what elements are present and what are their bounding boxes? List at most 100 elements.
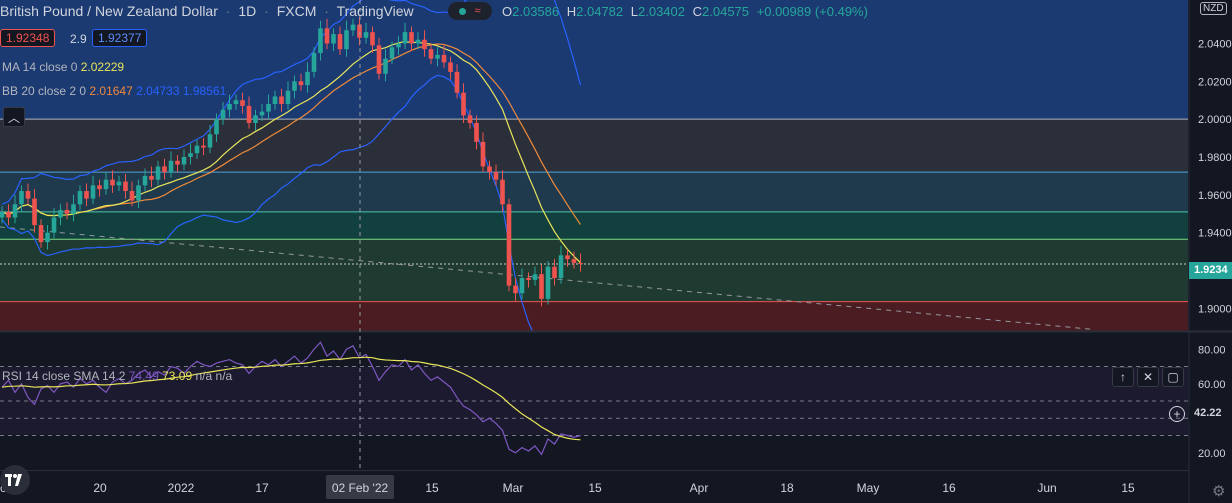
candle-body	[526, 278, 531, 280]
price-tick-label: 2.0000	[1198, 114, 1232, 126]
bb-basis-line	[1, 43, 581, 225]
candle-body	[324, 28, 330, 44]
symbol-header[interactable]: British Pound / New Zealand Dollar · 1D …	[0, 3, 414, 19]
time-tick-label: Apr	[690, 481, 709, 495]
high-value: 2.04782	[576, 4, 624, 19]
ma-legend[interactable]: MA 14 close 0 2.02229	[2, 60, 124, 74]
candle-body	[162, 166, 167, 173]
price-tick-label: 1.9800	[1198, 152, 1232, 164]
candle-body	[188, 153, 193, 157]
ohlc-values: O2.03586 H2.04782 L2.03402 C2.04575 +0.0…	[502, 4, 872, 19]
maximize-icon: ▢	[1167, 370, 1179, 384]
add-alert-icon[interactable]: +	[1169, 406, 1185, 422]
price-tick-label: 2.0200	[1198, 76, 1232, 88]
high-label: H	[566, 4, 577, 19]
candle-body	[357, 24, 362, 38]
candle-body	[298, 81, 304, 86]
maximize-pane-button[interactable]: ▢	[1162, 367, 1184, 387]
bb-upper-line	[1, 0, 582, 205]
candle-body	[363, 32, 369, 38]
candle-body	[480, 141, 486, 167]
candle-body	[506, 204, 512, 286]
rsi-tick-label: 20.00	[1198, 448, 1226, 460]
candle-body	[64, 209, 70, 214]
candle-body	[428, 49, 434, 59]
candle-body	[38, 225, 44, 243]
candle-body	[370, 32, 375, 46]
candle-body	[565, 255, 570, 260]
candle-body	[311, 52, 317, 72]
time-tick-label: 15	[588, 481, 602, 495]
candle-body	[331, 34, 336, 44]
candle-body	[181, 156, 187, 165]
time-tick-label: Jun	[1037, 481, 1056, 495]
rsi-sma-line	[1, 356, 581, 441]
bb-legend[interactable]: BB 20 close 2 0 2.01647 2.04733 1.98561	[2, 84, 226, 98]
current-price-label: 1.9234	[1189, 262, 1232, 279]
candle-body	[467, 115, 473, 123]
candle-body	[246, 105, 252, 123]
rsi-legend-label: RSI 14 close SMA 14 2	[2, 369, 126, 383]
candle-body	[545, 266, 551, 299]
candle-body	[51, 217, 57, 233]
candle-body	[149, 175, 154, 180]
currency-selector[interactable]: NZD	[1200, 2, 1227, 15]
candle-body	[383, 58, 388, 74]
candle-body	[25, 191, 31, 199]
time-tick-label: 15	[1121, 481, 1135, 495]
bb-legend-label: BB 20 close 2 0	[2, 84, 87, 98]
zone-band	[0, 239, 1188, 302]
arrow-up-icon: ↑	[1120, 370, 1126, 384]
rsi-sma-value: 73.09	[162, 369, 193, 383]
settings-gear-icon[interactable]: ⚙	[1212, 483, 1226, 500]
candle-body	[136, 185, 141, 201]
time-tick-label: 20	[93, 481, 107, 495]
buy-button[interactable]: 1.92377	[92, 29, 148, 47]
rsi-legend[interactable]: RSI 14 close SMA 14 2 74.49 73.09 n/a n/…	[2, 369, 232, 383]
bb-basis-value: 2.01647	[89, 84, 133, 98]
candle-body	[344, 30, 349, 50]
candle-body	[240, 100, 245, 106]
candle-body	[194, 145, 200, 154]
candle-body	[487, 166, 492, 173]
candle-body	[175, 160, 180, 165]
candle-body	[454, 71, 460, 93]
open-label: O	[502, 4, 513, 19]
candle-body	[90, 185, 96, 199]
candle-body	[532, 274, 538, 280]
time-tick-label: 15	[425, 481, 439, 495]
candle-body	[389, 47, 395, 59]
collapse-legend-button[interactable]: ︿	[3, 107, 25, 127]
candle-body	[571, 259, 577, 263]
candle-body	[415, 39, 421, 44]
candle-body	[207, 134, 213, 148]
candle-body	[292, 81, 297, 91]
candle-body	[285, 90, 291, 105]
rsi-na1: n/a	[195, 369, 213, 383]
exchange-label: FXCM	[276, 3, 317, 19]
candle-body	[214, 119, 219, 135]
candle-body	[305, 71, 310, 86]
candle-body	[19, 191, 24, 205]
candle-body	[409, 32, 414, 44]
candle-body	[84, 191, 89, 199]
candle-body	[45, 232, 50, 243]
candle-body	[71, 204, 76, 214]
time-tick-label: 16	[942, 481, 956, 495]
zone-band	[0, 301, 1188, 331]
candle-body	[350, 24, 356, 31]
low-label: L	[630, 4, 638, 19]
candle-body	[441, 54, 447, 63]
close-pane-button[interactable]: ✕	[1137, 367, 1159, 387]
market-status-icon[interactable]: ≈	[448, 2, 492, 20]
candle-body	[12, 204, 18, 218]
zone-band	[0, 211, 1188, 240]
zone-band	[0, 172, 1188, 212]
rsi-line	[1, 341, 581, 456]
rsi-tick-label: 80.00	[1198, 344, 1226, 356]
candle-body	[402, 32, 408, 44]
sell-button[interactable]: 1.92348	[0, 29, 56, 47]
candle-body	[253, 115, 258, 123]
move-pane-up-button[interactable]: ↑	[1112, 367, 1134, 387]
